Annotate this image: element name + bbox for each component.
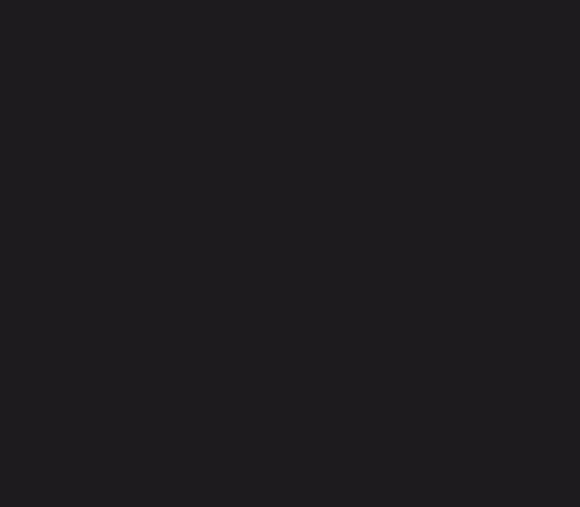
Y-axis label: Score on the Praxis Reading Test: Score on the Praxis Reading Test	[15, 132, 29, 358]
Title: Hours Spent Studying vs. Score on the Praxis Reading Test: Hours Spent Studying vs. Score on the Pr…	[88, 15, 537, 30]
X-axis label: Hours Spent Studying: Hours Spent Studying	[237, 478, 388, 492]
